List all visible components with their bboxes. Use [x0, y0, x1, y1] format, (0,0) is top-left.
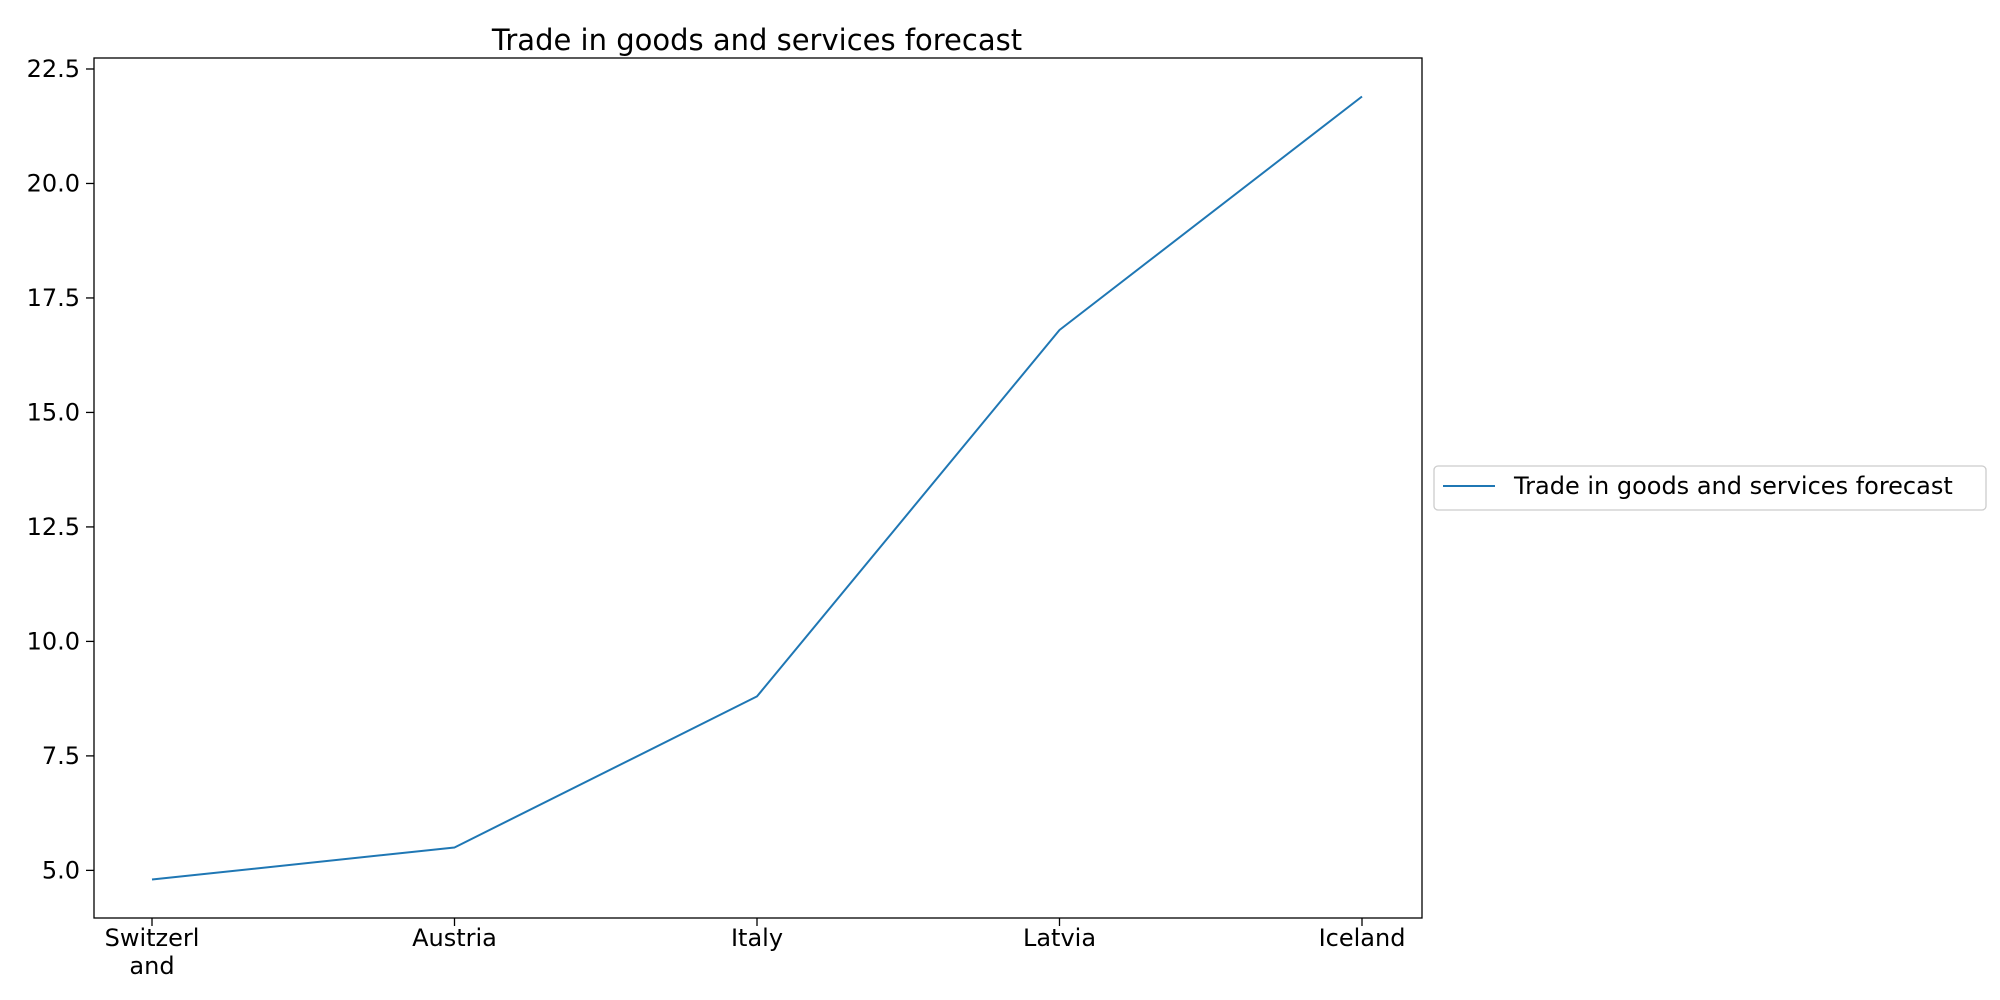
legend-label: Trade in goods and services forecast	[1513, 472, 1953, 500]
y-tick-label: 15.0	[27, 398, 80, 426]
y-tick-label: 7.5	[42, 742, 80, 770]
series-layer	[151, 95, 1363, 881]
series-line	[151, 95, 1363, 881]
legend: Trade in goods and services forecast	[1433, 465, 1987, 511]
y-tick-label: 17.5	[27, 284, 80, 312]
x-tick-label: Switzerl	[105, 924, 200, 952]
y-axis: 5.0 7.5 10.0 12.5 15.0 17.5 20.0 22.5	[27, 55, 94, 884]
y-tick-label: 5.0	[42, 856, 80, 884]
x-tick-label: Iceland	[1319, 924, 1406, 952]
legend-box	[1433, 465, 1987, 511]
x-tick-label: Austria	[412, 924, 497, 952]
x-tick-label: and	[129, 952, 174, 980]
y-tick-label: 10.0	[27, 627, 80, 655]
chart-title: Trade in goods and services forecast	[491, 23, 1022, 57]
y-tick-label: 12.5	[27, 513, 80, 541]
y-tick-label: 20.0	[27, 169, 80, 197]
y-tick-label: 22.5	[27, 55, 80, 83]
x-tick-label: Latvia	[1023, 924, 1096, 952]
plot-area-frame	[93, 57, 1423, 919]
x-tick-label: Italy	[731, 924, 783, 952]
